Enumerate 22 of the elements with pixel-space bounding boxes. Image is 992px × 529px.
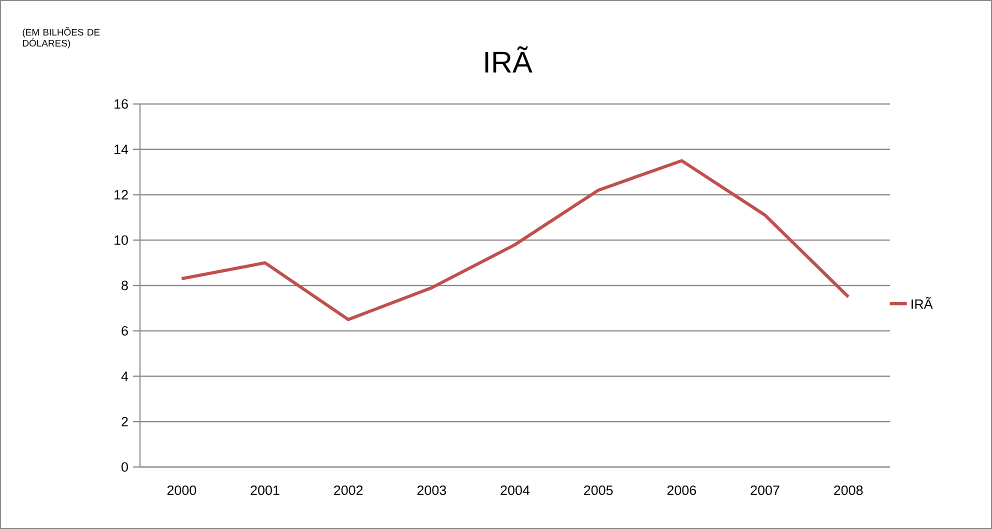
x-tick-label: 2004 xyxy=(500,486,530,496)
y-tick-label: 2 xyxy=(122,416,128,426)
text: (EM BILHÕES DE DÓLARES) xyxy=(22,27,100,48)
y-tick-label: 0 xyxy=(122,462,128,472)
x-tick-label: 2001 xyxy=(250,486,280,496)
legend-label: IRÃ xyxy=(912,296,933,309)
y-tick-label: 8 xyxy=(122,280,128,290)
x-tick-label: 2000 xyxy=(167,486,196,496)
x-tick-label: 2003 xyxy=(417,486,446,496)
y-tick-label: 16 xyxy=(114,99,128,109)
y-tick-label: 12 xyxy=(114,190,128,200)
y-tick-label: 4 xyxy=(121,372,128,381)
chart-title: IRÃ xyxy=(485,46,532,72)
line-series xyxy=(180,159,850,322)
x-tick-label: 2002 xyxy=(334,486,363,496)
x-tick-label: 2007 xyxy=(750,486,780,496)
x-tick-label: 2005 xyxy=(584,486,613,496)
y-tick-label: 6 xyxy=(122,326,128,336)
y-tick-label: 14 xyxy=(114,144,128,154)
x-tick-label: 2006 xyxy=(667,486,696,496)
x-tick-label: 2008 xyxy=(834,486,863,496)
y-tick-label: 10 xyxy=(114,235,128,245)
